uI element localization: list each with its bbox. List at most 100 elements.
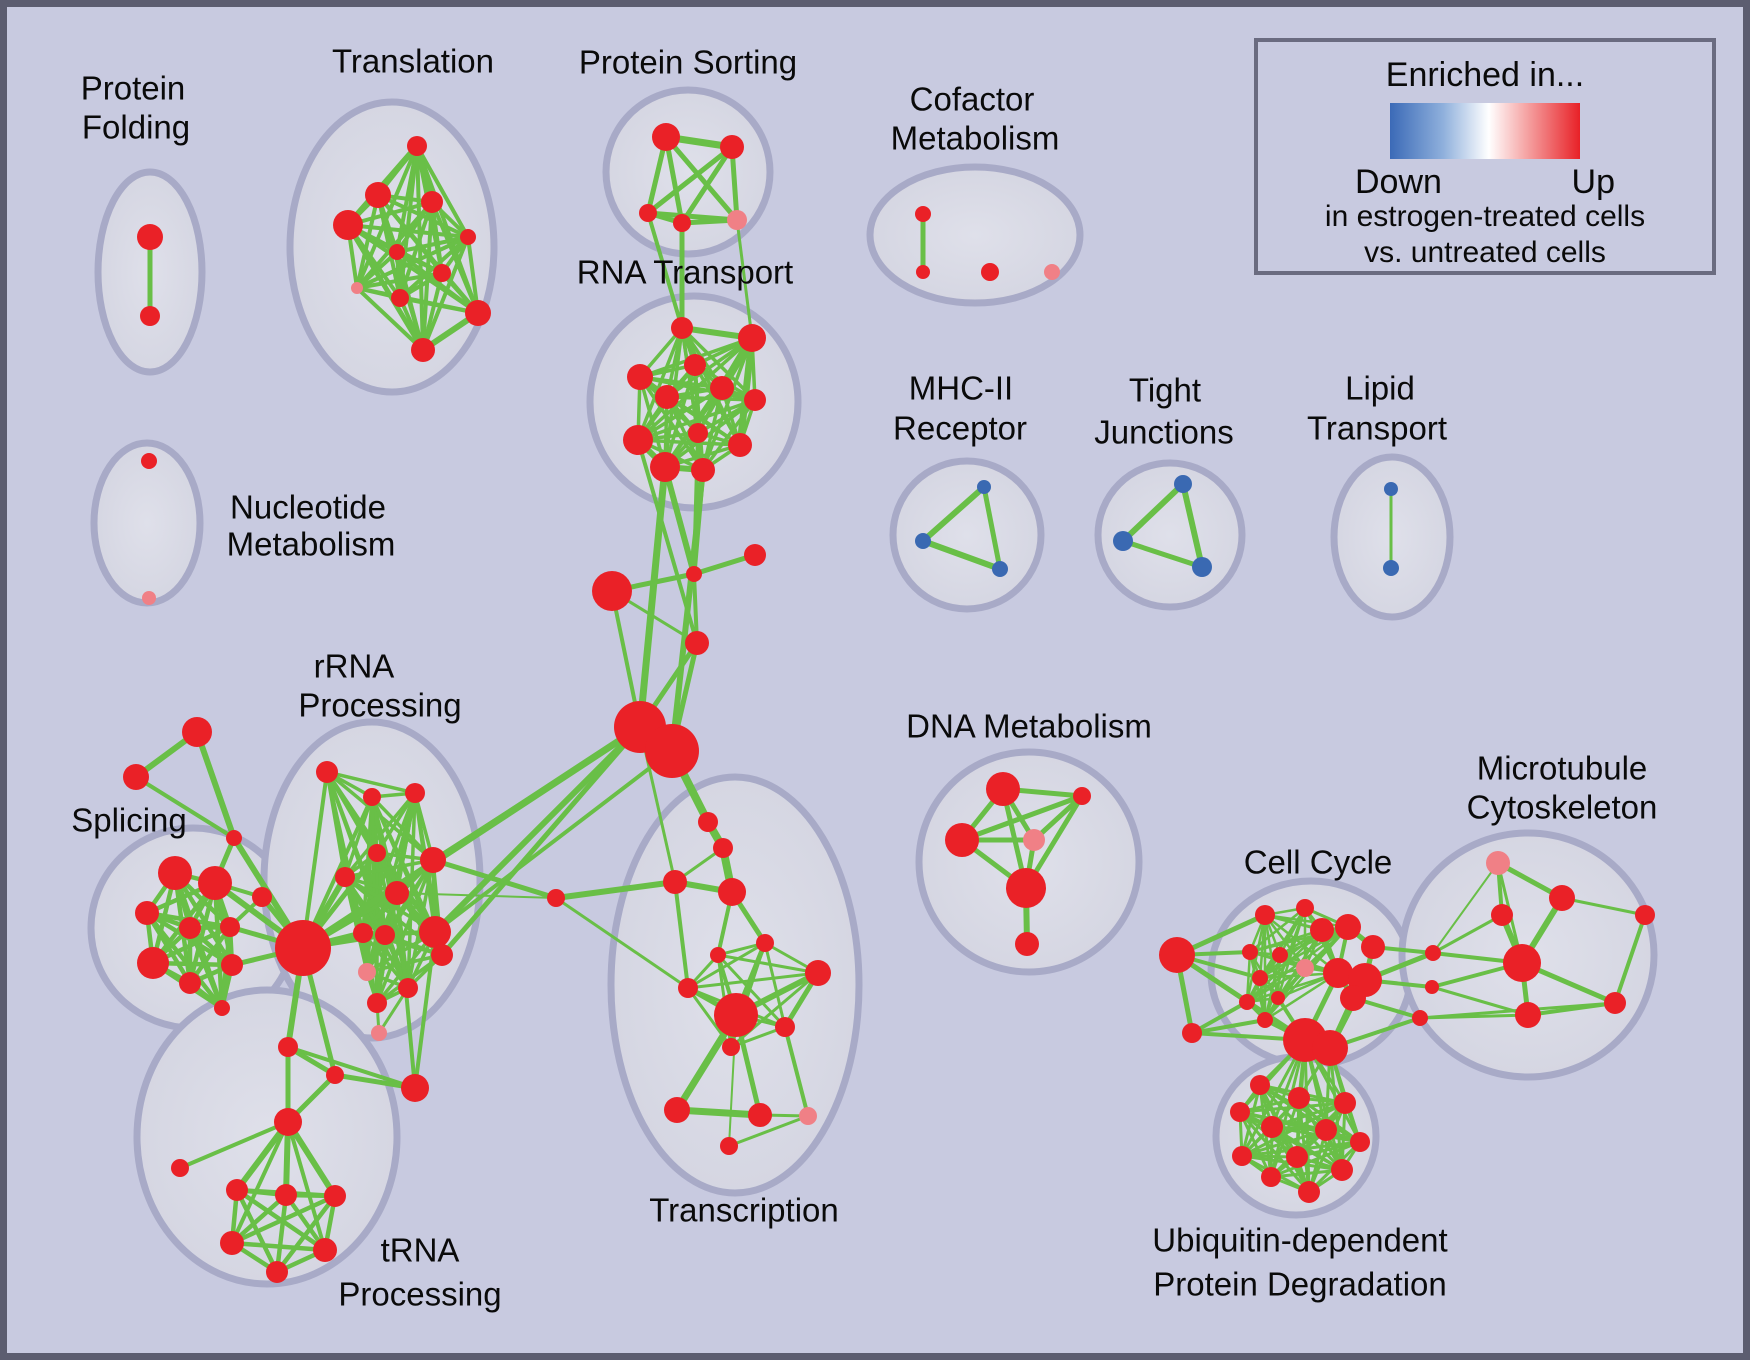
cluster-label-rna-transport: RNA Transport [577,254,793,291]
node-microtubule-cytoskeleton [1503,944,1541,982]
node-rrna-processing [401,1074,429,1102]
node-nucleotide-metabolism [141,453,157,469]
node-rna-transport [627,364,653,390]
node-splicing [220,917,240,937]
node-trna-processing [274,1108,302,1136]
edge [395,235,470,254]
edge [1180,481,1205,570]
node-rrna-processing [385,881,409,905]
cluster-label-dna-metabolism: DNA Metabolism [906,708,1152,745]
cluster-cofactor-metabolism-ellipse [866,163,1084,307]
edge [1303,1038,1311,1194]
node-rrna-processing [398,978,418,998]
edge [395,250,480,315]
node-cell-cycle [1159,937,1195,973]
node-cell-cycle [1255,905,1275,925]
cluster-label-transcription: Transcription [649,1192,839,1229]
edge [398,296,480,315]
node-transcription [756,934,774,952]
node-rrna-processing [420,847,446,873]
edge [636,326,684,442]
edge [663,134,740,223]
node-transcription [547,889,565,907]
node-transcription [664,1097,690,1123]
node-translation [421,191,443,213]
edge [716,953,820,975]
edge [638,375,757,402]
edge [663,398,757,469]
node-dna-metabolism [1073,787,1091,805]
node-transcription [698,812,718,832]
node-dna-metabolism [945,823,979,857]
cluster-mhc-ii-receptor-ellipse [889,457,1045,613]
cluster-label-ubiquitin-degradation: Protein Degradation [1153,1266,1447,1303]
cluster-label-protein-folding: Protein [81,70,186,107]
edge [783,1025,810,1118]
node-trna-processing [324,1185,346,1207]
node-rrna-processing [316,761,338,783]
node-cofactor-metabolism [916,265,930,279]
node-lipid-transport [1384,482,1398,496]
edge [1190,1018,1267,1035]
node-rrna-processing [405,783,425,803]
cluster-label-protein-folding: Folding [82,109,190,146]
node-ubiquitin-degradation [1288,1087,1310,1109]
cluster-label-rrna-processing: rRNA [314,648,395,685]
node-rrna-processing [275,920,331,976]
node-translation [407,136,427,156]
node-translation [433,264,451,282]
node-mhc-ii-receptor [977,480,991,494]
node-rrna-processing [367,993,387,1013]
node-microtubule-cytoskeleton [1549,885,1575,911]
node-translation [365,182,391,208]
node-protein-folding [137,224,163,250]
node-cell-cycle [1425,945,1441,961]
node-backbone [592,571,632,611]
node-trna-processing [266,1261,288,1283]
node-transcription [714,993,758,1037]
edge [1245,913,1267,1004]
node-rna-transport [728,433,752,457]
legend-caption-line2: vs. untreated cells [1364,236,1606,269]
node-cell-cycle [1242,944,1258,960]
node-splicing [123,764,149,790]
edge [396,892,557,899]
edge [1120,481,1186,544]
node-tight-junctions [1192,557,1212,577]
edge [285,1119,338,1199]
edge [1258,925,1350,980]
node-transcription [678,978,698,998]
node-rrna-processing [353,923,373,943]
node-tight-junctions [1174,475,1192,493]
legend-box: Enriched in... Down Up in estrogen-treat… [1254,38,1716,275]
node-protein-sorting [673,214,691,232]
edge [274,1192,289,1275]
node-backbone [685,631,709,655]
node-cell-cycle [1310,918,1334,942]
node-trna-processing [226,1179,248,1201]
node-splicing [221,954,243,976]
cluster-label-translation: Translation [332,43,494,80]
node-cofactor-metabolism [981,263,999,281]
node-cell-cycle [1340,985,1366,1011]
node-translation [351,282,363,294]
edge [229,1240,328,1253]
cluster-label-nucleotide-metabolism: Metabolism [227,526,396,563]
node-mhc-ii-receptor [992,561,1008,577]
node-transcription [799,1107,817,1125]
node-translation [460,229,476,245]
node-transcription [720,1137,738,1155]
node-rrna-processing [371,1025,387,1041]
edge [1269,1038,1307,1179]
cluster-label-tight-junctions: Junctions [1094,414,1233,451]
edge [1240,1128,1328,1158]
edge [1190,1000,1249,1035]
edge [673,880,690,990]
edge [1120,538,1205,570]
edge [1303,1038,1344,1172]
node-ubiquitin-degradation [1334,1092,1356,1114]
edge [355,286,425,352]
edge [430,857,559,901]
edge [286,1120,327,1252]
edge [325,770,417,795]
